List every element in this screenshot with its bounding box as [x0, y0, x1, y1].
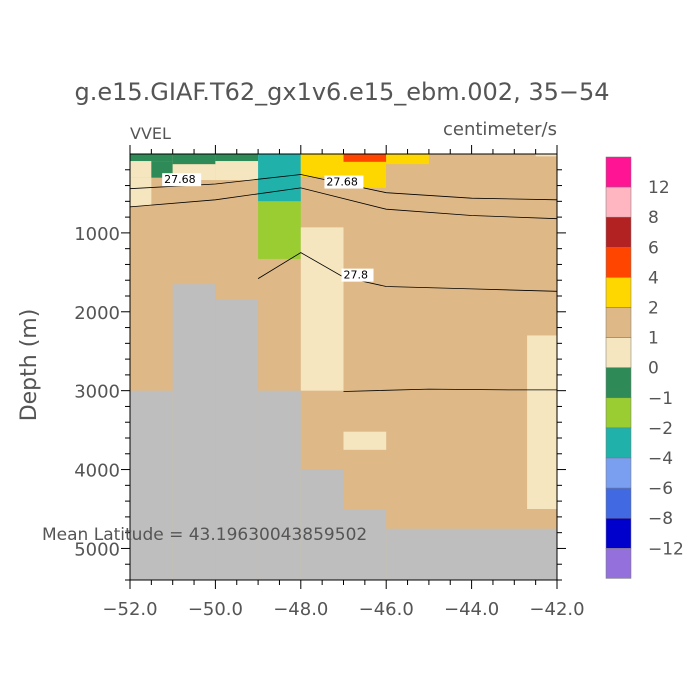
colorbar-swatch	[605, 277, 632, 308]
land-mask	[215, 299, 259, 580]
contour-label-box	[162, 173, 202, 187]
variable-label: VVEL	[130, 124, 171, 143]
velocity-cell	[300, 176, 344, 189]
colorbar-label: 8	[648, 208, 659, 228]
y-axis-label: Depth (m)	[17, 309, 42, 422]
contour-label-box	[341, 268, 374, 282]
x-tick-label: −52.0	[102, 599, 157, 620]
velocity-cell	[386, 154, 429, 165]
colorbar-swatch	[605, 247, 632, 278]
y-tick-label: 2000	[74, 303, 120, 324]
mean-latitude-annotation: Mean Latitude = 43.19630043859502	[42, 525, 367, 545]
colorbar: 12 8 6 4 2 1 0 −1 −2 −4 −6 −8 −12	[605, 156, 684, 579]
velocity-cell	[386, 164, 429, 192]
velocity-cell	[343, 154, 387, 162]
land-mask	[343, 509, 387, 580]
colorbar-label: −12	[648, 539, 684, 559]
colorbar-swatch	[605, 367, 632, 399]
colorbar-label: 12	[648, 178, 670, 198]
contour-label-box	[324, 175, 364, 189]
contour-label: 27.68	[324, 175, 364, 189]
colorbar-label: 6	[648, 238, 659, 258]
land-mask	[386, 528, 557, 580]
velocity-cell	[258, 154, 301, 202]
velocity-cell	[215, 161, 259, 181]
colorbar-label: −6	[648, 479, 673, 499]
contour-label: 27.68	[162, 173, 202, 187]
velocity-cell	[527, 335, 557, 509]
y-tick-label: 1000	[74, 224, 120, 245]
velocity-cell	[535, 154, 557, 157]
colorbar-swatch	[605, 548, 632, 579]
chart-title: g.e15.GIAF.T62_gx1v6.e15_ebm.002, 35−54	[74, 78, 609, 106]
velocity-cell	[172, 154, 216, 165]
land-mask	[258, 390, 301, 580]
contour-label-text: 27.8	[344, 269, 369, 282]
velocity-cell	[130, 161, 152, 178]
x-axis: −52.0 −50.0 −48.0 −46.0 −44.0 −42.0	[102, 145, 585, 620]
colorbar-swatch	[605, 216, 632, 248]
y-tick-label: 4000	[74, 461, 120, 482]
colorbar-swatch	[605, 397, 632, 429]
colorbar-swatch	[605, 457, 632, 489]
land-mask	[300, 469, 344, 580]
velocity-cell	[130, 177, 152, 207]
colorbar-label: 0	[648, 359, 659, 379]
units-label: centimeter/s	[443, 119, 557, 140]
x-tick-label: −46.0	[359, 599, 414, 620]
y-tick-label: 3000	[74, 382, 120, 403]
land-mask	[130, 390, 173, 580]
velocity-cell	[215, 154, 259, 162]
contour-label-text: 27.68	[164, 173, 196, 186]
colorbar-label: 1	[648, 329, 659, 349]
colorbar-label: −8	[648, 509, 673, 529]
land-mask	[172, 284, 216, 580]
colorbar-label: −1	[648, 389, 673, 409]
y-axis: 1000 2000 3000 4000 5000	[74, 169, 566, 581]
colorbar-swatch	[605, 186, 632, 218]
plot-area: 27.68 27.68 27.8	[129, 153, 558, 581]
colorbar-label: 4	[648, 268, 659, 288]
velocity-cell	[343, 431, 387, 450]
density-contour	[343, 388, 557, 392]
x-tick-label: −48.0	[273, 599, 328, 620]
velocity-cell	[258, 201, 301, 259]
density-contour	[257, 252, 558, 292]
contour-label-text: 27.68	[326, 176, 358, 189]
y-tick-label: 5000	[74, 539, 120, 560]
velocity-cell	[428, 154, 493, 164]
colorbar-swatch	[605, 156, 632, 188]
colorbar-swatch	[605, 517, 632, 549]
colorbar-swatch	[605, 337, 632, 368]
velocity-cell	[300, 154, 344, 177]
colorbar-swatch	[605, 487, 632, 519]
colorbar-swatch	[605, 427, 632, 459]
contour-label: 27.8	[341, 268, 374, 282]
x-tick-label: −50.0	[188, 599, 243, 620]
velocity-cell	[130, 154, 173, 162]
velocity-cell	[492, 154, 536, 162]
colorbar-label: −2	[648, 419, 673, 439]
x-tick-label: −44.0	[444, 599, 499, 620]
velocity-cell	[300, 227, 344, 391]
colorbar-swatch	[605, 307, 632, 338]
colorbar-label: 2	[648, 299, 659, 319]
x-tick-label: −42.0	[529, 599, 584, 620]
colorbar-label: −4	[648, 449, 673, 469]
density-contour	[129, 187, 558, 220]
